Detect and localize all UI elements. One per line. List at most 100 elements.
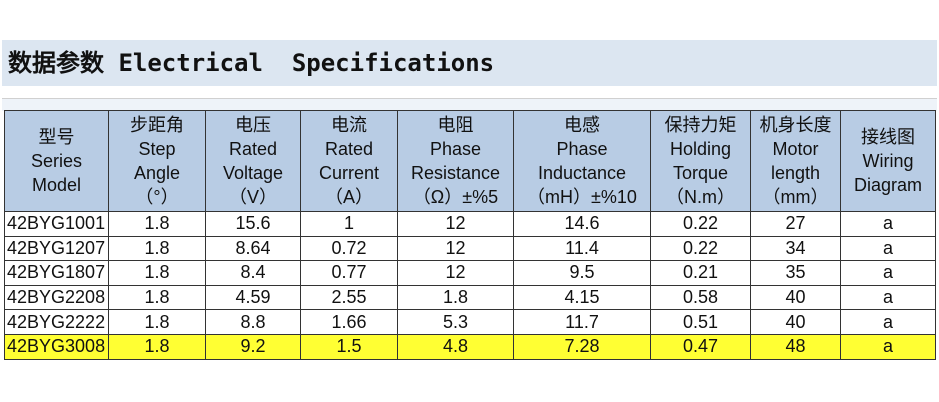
table-cell: a (840, 309, 936, 335)
table-cell: 9.5 (513, 260, 651, 286)
header-line: 接线图 (861, 127, 915, 147)
header-line: Wiring (862, 151, 914, 171)
table-cell: 27 (750, 211, 841, 237)
header-line: 电感 (564, 115, 600, 135)
table-cell: 11.4 (513, 235, 651, 262)
header-line: Current (318, 163, 380, 183)
table-cell: 12 (397, 260, 514, 286)
spacer-row (2, 98, 937, 111)
table-cell: 4.59 (205, 284, 301, 311)
header-line: 机身长度 (759, 115, 832, 135)
header-cell: 接线图 Wiring Diagram (840, 110, 936, 212)
table-cell: 0.22 (650, 235, 751, 262)
table-cell: 0.51 (650, 309, 751, 335)
table-cell: 1 (300, 211, 398, 237)
header-line: 电阻 (437, 115, 474, 135)
table-cell: 1.8 (108, 284, 206, 311)
table-row: 42BYG1001 1.8 15.6 1 12 14.6 0.22 27 a (4, 211, 936, 237)
header-line: （N.m） (666, 187, 735, 207)
table-cell: 42BYG2222 (4, 309, 109, 335)
table-cell: 42BYG1807 (4, 260, 109, 286)
table-cell: 0.77 (300, 260, 398, 286)
header-line: Motor (772, 139, 819, 159)
table-cell: 1.66 (300, 309, 398, 335)
header-line: Rated (228, 139, 278, 159)
table-cell: 9.2 (205, 333, 301, 360)
header-cell: 机身长度 Motor length （mm） (750, 110, 841, 212)
header-line: Torque (672, 163, 729, 183)
header-line: Resistance (410, 163, 501, 183)
table-cell: 1.8 (108, 260, 206, 286)
table-row: 42BYG2222 1.8 8.8 1.66 5.3 11.7 0.51 40 a (4, 309, 936, 335)
table-row: 42BYG1807 1.8 8.4 0.77 12 9.5 0.21 35 a (4, 260, 936, 286)
header-line: 步距角 (130, 115, 184, 135)
table-cell: 48 (750, 333, 841, 360)
header-line: 电压 (235, 115, 271, 135)
header-cell: 电感 Phase Inductance （mH）±%10 (513, 110, 651, 212)
table-cell: 42BYG1001 (4, 211, 109, 237)
table-cell: 8.64 (205, 235, 301, 262)
header-line: 电流 (331, 115, 367, 135)
table-cell: a (840, 333, 936, 360)
table-cell: a (840, 284, 936, 311)
header-line: （°） (135, 187, 179, 207)
table-cell: 14.6 (513, 211, 651, 237)
header-line: Holding (669, 139, 732, 159)
table-cell: 0.22 (650, 211, 751, 237)
table-cell: 42BYG3008 (4, 333, 109, 360)
table-cell: 40 (750, 309, 841, 335)
header-line: Phase (556, 139, 608, 159)
table-cell: a (840, 235, 936, 262)
table-cell: 1.8 (108, 235, 206, 262)
table-cell: 12 (397, 211, 514, 237)
header-line: （Ω）±%5 (412, 187, 499, 207)
header-row: 型号 Series Model 步距角 Step Angle （°） 电压 Rated Volta… (4, 110, 936, 212)
header-cell: 电阻 Phase Resistance （Ω）±%5 (397, 110, 514, 212)
spec-table: 型号 Series Model 步距角 Step Angle （°） 电压 Rated Volta… (4, 110, 936, 360)
table-row: 42BYG1207 1.8 8.64 0.72 12 11.4 0.22 34 a (4, 235, 936, 262)
table-cell: 1.8 (108, 309, 206, 335)
table-cell: 34 (750, 235, 841, 262)
table-cell: 1.8 (108, 333, 206, 360)
header-line: Diagram (853, 175, 923, 195)
header-line: Series (30, 151, 83, 171)
header-line: 保持力矩 (664, 115, 737, 135)
header-line: （mH）±%10 (527, 187, 637, 207)
header-line: Voltage (222, 163, 284, 183)
header-cell: 保持力矩 Holding Torque （N.m） (650, 110, 751, 212)
table-cell: 42BYG2208 (4, 284, 109, 311)
header-line: （A） (324, 187, 373, 207)
header-line: Angle (133, 163, 181, 183)
header-line: Model (31, 175, 82, 195)
table-cell: 2.55 (300, 284, 398, 311)
table-cell: 7.28 (513, 333, 651, 360)
table-cell: a (840, 211, 936, 237)
header-line: （mm） (762, 187, 829, 207)
table-cell: 12 (397, 235, 514, 262)
header-line: 型号 (38, 127, 75, 147)
header-line: （V） (228, 187, 277, 207)
header-line: Inductance (537, 163, 627, 183)
table-row: 42BYG2208 1.8 4.59 2.55 1.8 4.15 0.58 40 a (4, 284, 936, 311)
header-cell: 电流 Rated Current （A） (300, 110, 398, 212)
table-cell: 4.15 (513, 284, 651, 311)
table-cell: 42BYG1207 (4, 235, 109, 262)
table-row: 42BYG3008 1.8 9.2 1.5 4.8 7.28 0.47 48 a (4, 333, 936, 360)
table-cell: 1.8 (108, 211, 206, 237)
table-cell: 4.8 (397, 333, 514, 360)
table-cell: 5.3 (397, 309, 514, 335)
table-cell: 8.8 (205, 309, 301, 335)
table-cell: 35 (750, 260, 841, 286)
table-cell: 0.58 (650, 284, 751, 311)
table-cell: 1.8 (397, 284, 514, 311)
table-cell: 0.21 (650, 260, 751, 286)
table-cell: 0.72 (300, 235, 398, 262)
header-line: Phase (429, 139, 482, 159)
header-cell: 步距角 Step Angle （°） (108, 110, 206, 212)
header-cell: 电压 Rated Voltage （V） (205, 110, 301, 212)
table-cell: 15.6 (205, 211, 301, 237)
header-line: Step (138, 139, 176, 159)
header-cell: 型号 Series Model (4, 110, 109, 212)
table-cell: 40 (750, 284, 841, 311)
